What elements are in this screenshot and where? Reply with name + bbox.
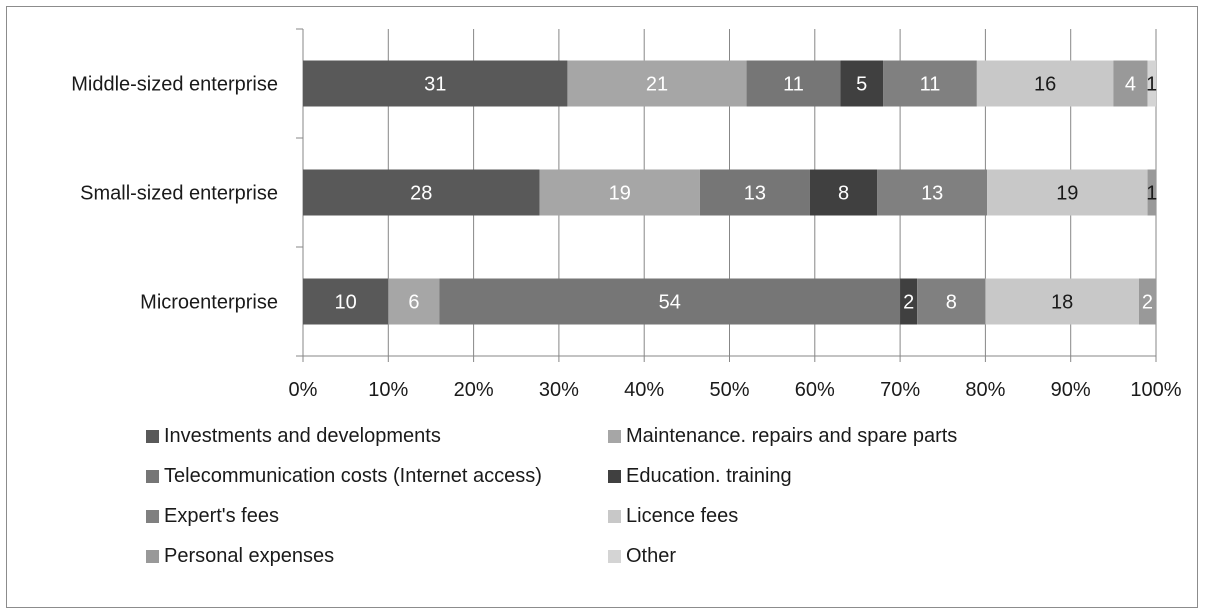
data-label: 11: [920, 74, 941, 96]
legend-item: Licence fees: [608, 505, 738, 528]
x-tick-label: 100%: [1130, 379, 1181, 401]
data-label: 8: [946, 292, 957, 314]
bar-segment: [699, 169, 810, 216]
bar-segment: [900, 278, 918, 325]
legend-item: Telecommunication costs (Internet access…: [146, 465, 542, 488]
bar-segment: [1147, 169, 1156, 216]
legend-item: Investments and developments: [146, 425, 441, 448]
legend-label: Personal expenses: [164, 545, 335, 567]
data-label: 31: [424, 74, 446, 96]
legend-item: Other: [608, 545, 676, 568]
x-tick-label: 90%: [1051, 379, 1091, 401]
bar-segment: [303, 278, 389, 325]
data-label: 10: [335, 292, 357, 314]
legend-label: Other: [626, 545, 677, 567]
bar-segment: [917, 278, 986, 325]
y-category-label: Small-sized enterprise: [80, 183, 278, 205]
legend-item: Personal expenses: [146, 545, 334, 568]
legend-label: Investments and developments: [164, 425, 441, 447]
legend-swatch: [608, 470, 621, 483]
legend-swatch: [608, 430, 621, 443]
y-category-label: Microenterprise: [140, 292, 278, 314]
data-label: 11: [783, 74, 804, 96]
legend-label: Telecommunication costs (Internet access…: [164, 465, 542, 487]
legend-swatch: [146, 510, 159, 523]
bar-segment: [1147, 60, 1156, 107]
bar-segment: [539, 169, 700, 216]
bar-segment: [746, 60, 841, 107]
data-label: 18: [1051, 292, 1073, 314]
data-label: 13: [921, 183, 943, 205]
data-label: 28: [410, 183, 432, 205]
legend-swatch: [146, 430, 159, 443]
x-tick-label: 80%: [965, 379, 1005, 401]
x-tick-label: 20%: [454, 379, 494, 401]
legend-item: Maintenance. repairs and spare parts: [608, 425, 957, 448]
bar-segment: [976, 60, 1114, 107]
data-label: 2: [1142, 292, 1153, 314]
legend-swatch: [608, 550, 621, 563]
data-label: 1: [1146, 74, 1157, 96]
data-label: 19: [1056, 183, 1078, 205]
data-label: 21: [646, 74, 668, 96]
legend-label: Education. training: [626, 465, 792, 487]
bar-segment: [987, 169, 1148, 216]
bar-segment: [388, 278, 440, 325]
bar-segment: [883, 60, 977, 107]
bar-segment: [439, 278, 901, 325]
data-label: 19: [609, 183, 631, 205]
legend-swatch: [608, 510, 621, 523]
bars: [303, 60, 1156, 325]
bar-segment: [985, 278, 1139, 325]
axes: 0% 10% 20% 30% 40% 50% 60% 70% 80% 90% 100% Middle-…: [71, 28, 1182, 401]
data-label: 1: [1146, 183, 1157, 205]
x-tick-label: 50%: [709, 379, 749, 401]
bar-segment: [303, 169, 540, 216]
legend-item: Education. training: [608, 465, 792, 488]
data-labels: 31 21 11 5 11 16 4 128 19 13 8 13 19 110 6 54 2 8 18 2: [335, 74, 1158, 314]
y-category-label: Middle-sized enterprise: [71, 74, 278, 96]
x-tick-label: 60%: [795, 379, 835, 401]
data-label: 4: [1125, 74, 1136, 96]
legend-label: Expert's fees: [164, 505, 279, 527]
data-label: 6: [408, 292, 419, 314]
legend-item: Expert's fees: [146, 505, 279, 528]
data-label: 54: [659, 292, 681, 314]
data-label: 2: [903, 292, 914, 314]
legend-swatch: [146, 470, 159, 483]
x-tick-label: 10%: [368, 379, 408, 401]
bar-segment: [1113, 60, 1148, 107]
bar-segment: [303, 60, 568, 107]
bar-segment: [877, 169, 988, 216]
legend-swatch: [146, 550, 159, 563]
legend-label: Licence fees: [626, 505, 739, 527]
x-tick-label: 30%: [539, 379, 579, 401]
x-tick-label: 70%: [880, 379, 920, 401]
data-label: 13: [744, 183, 766, 205]
data-label: 5: [856, 74, 867, 96]
bar-segment: [1138, 278, 1156, 325]
x-tick-label: 40%: [624, 379, 664, 401]
bar-segment: [809, 169, 878, 216]
data-label: 16: [1034, 74, 1056, 96]
x-tick-label: 0%: [289, 379, 318, 401]
bar-segment: [840, 60, 884, 107]
legend-label: Maintenance. repairs and spare parts: [626, 425, 958, 447]
data-label: 8: [838, 183, 849, 205]
bar-segment: [567, 60, 747, 107]
